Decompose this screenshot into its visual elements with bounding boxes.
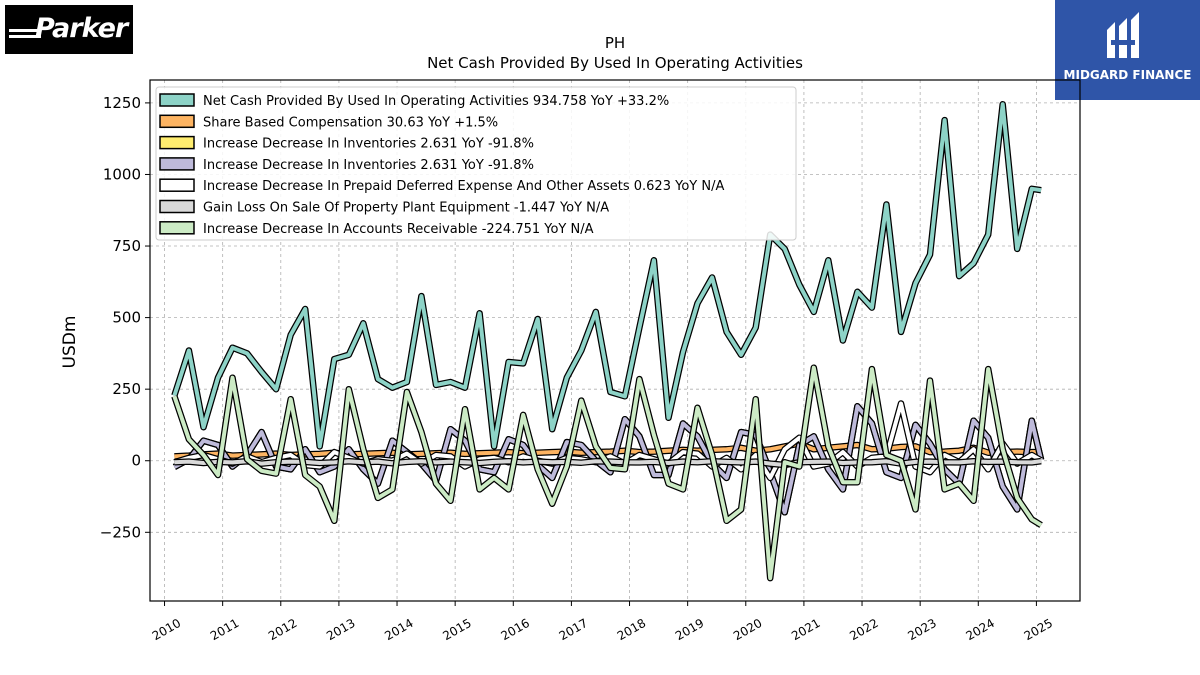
midgard-logo-text: MIDGARD FINANCE	[1063, 68, 1192, 82]
y-tick-label: 750	[112, 237, 141, 255]
series-line	[173, 404, 1044, 515]
legend-swatch	[159, 157, 195, 171]
chart-title: PH	[605, 34, 625, 52]
series-lines	[171, 101, 1045, 582]
x-tick-label: 2015	[440, 616, 473, 643]
x-tick-label: 2014	[382, 616, 415, 643]
legend-swatch	[159, 135, 195, 150]
midgard-logo-mark	[1107, 12, 1139, 58]
parker-logo: Parker	[5, 5, 133, 54]
x-tick-label: 2022	[847, 616, 880, 643]
series-line	[172, 102, 1042, 449]
x-tick-label: 2020	[731, 616, 764, 643]
x-tick-label: 2024	[964, 616, 997, 643]
y-tick-label: 250	[112, 380, 141, 398]
legend-swatch	[159, 93, 195, 107]
legend-label: Increase Decrease In Inventories 2.631 Y…	[203, 158, 534, 173]
y-tick-label: 1000	[103, 165, 141, 183]
y-tick-label: 1250	[103, 94, 141, 112]
series-line	[173, 401, 1043, 480]
y-tick-label: 500	[112, 309, 141, 327]
x-tick-label: 2023	[905, 616, 938, 643]
x-tick-label: 2019	[673, 616, 706, 643]
x-tick-label: 2011	[208, 616, 241, 643]
y-tick-label: 0	[131, 452, 141, 470]
midgard-finance-logo: MIDGARD FINANCE	[1055, 0, 1200, 100]
legend-label: Share Based Compensation 30.63 YoY +1.5%	[203, 115, 498, 130]
x-tick-label: 2013	[324, 616, 357, 643]
x-tick-label: 2018	[615, 616, 648, 643]
series-line	[172, 365, 1043, 581]
x-tick-label: 2021	[789, 616, 822, 643]
legend-label: Gain Loss On Sale Of Property Plant Equi…	[203, 201, 609, 216]
series-line	[174, 441, 1042, 459]
x-tick-label: 2012	[266, 616, 299, 643]
parker-logo-text: Parker	[35, 13, 128, 44]
legend: Net Cash Provided By Used In Operating A…	[155, 86, 797, 241]
y-axis-label: USDm	[60, 316, 80, 369]
legend-swatch	[159, 199, 195, 214]
x-tick-label: 2025	[1022, 616, 1055, 643]
plot-frame	[149, 79, 1081, 602]
parker-logo-stripes	[9, 29, 41, 32]
legend-swatch	[159, 114, 195, 129]
legend-swatch	[159, 178, 195, 192]
chart-subtitle: Net Cash Provided By Used In Operating A…	[427, 54, 803, 72]
legend-label: Net Cash Provided By Used In Operating A…	[203, 94, 669, 109]
x-tick-label: 2016	[499, 616, 532, 643]
legend-swatch	[159, 221, 195, 235]
x-tick-label: 2017	[557, 616, 590, 643]
legend-label: Increase Decrease In Inventories 2.631 Y…	[203, 137, 534, 152]
legend-label: Increase Decrease In Prepaid Deferred Ex…	[203, 179, 724, 194]
y-tick-label: −250	[100, 523, 141, 541]
x-tick-label: 2010	[150, 616, 183, 643]
legend-label: Increase Decrease In Accounts Receivable…	[203, 222, 594, 237]
legend-box	[155, 86, 797, 241]
